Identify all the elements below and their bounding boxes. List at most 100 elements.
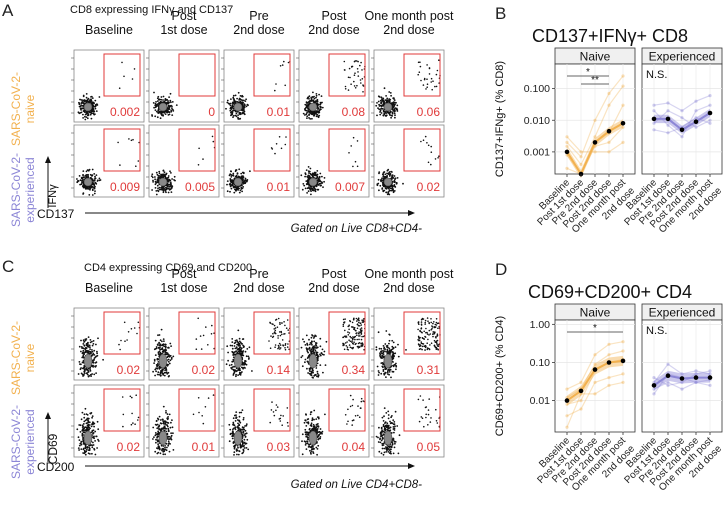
flow-event xyxy=(312,371,314,374)
flow-event xyxy=(274,327,277,329)
flow-event xyxy=(426,317,429,319)
flow-event xyxy=(87,351,90,353)
flow-event xyxy=(157,112,160,114)
flow-gate xyxy=(403,53,441,97)
flow-density-core xyxy=(308,102,318,112)
flow-event xyxy=(309,413,312,416)
flow-plot-frame xyxy=(223,307,295,381)
flow-event xyxy=(230,176,233,178)
flow-event xyxy=(420,140,422,143)
flow-event xyxy=(132,138,134,141)
flow-event xyxy=(158,415,161,418)
flow-event xyxy=(230,106,233,109)
flow-event xyxy=(354,87,357,89)
flow-event xyxy=(389,185,392,188)
flow-event xyxy=(168,355,171,358)
flow-event xyxy=(247,358,250,360)
flow-event xyxy=(306,438,309,441)
flow-event xyxy=(319,337,322,340)
flow-event xyxy=(90,95,93,98)
flow-event xyxy=(357,414,359,417)
x-axis-arrowhead-a xyxy=(408,210,415,216)
flow-event xyxy=(434,85,436,88)
flow-event xyxy=(242,172,245,175)
flow-panel-a-title: CD8 expressing IFNγ and CD137 xyxy=(70,4,233,16)
flow-event xyxy=(91,452,93,455)
flow-event xyxy=(236,172,239,175)
flow-event xyxy=(385,185,388,188)
flow-event xyxy=(228,423,231,426)
flow-event xyxy=(157,371,160,374)
flow-event xyxy=(155,367,158,370)
panel-letter-b: B xyxy=(495,4,506,23)
flow-event xyxy=(158,368,161,370)
flow-event xyxy=(242,418,245,421)
flow-event xyxy=(421,345,424,348)
flow-event xyxy=(91,174,93,177)
flow-event xyxy=(156,423,159,426)
flow-event xyxy=(171,107,173,109)
flow-event xyxy=(89,341,92,344)
flow-event xyxy=(157,353,160,355)
flow-event xyxy=(166,372,169,375)
flow-event xyxy=(97,440,100,442)
flow-event xyxy=(315,115,318,118)
flow-event xyxy=(237,91,240,94)
flow-event xyxy=(137,416,140,419)
flow-event xyxy=(281,339,284,341)
flow-gate xyxy=(178,388,216,432)
flow-event xyxy=(81,435,84,437)
flow-event xyxy=(308,186,310,189)
flow-event xyxy=(308,175,311,177)
flow-event xyxy=(308,98,310,100)
flow-event xyxy=(313,114,315,117)
flow-event xyxy=(83,420,86,423)
flow-event xyxy=(423,78,426,81)
flow-event xyxy=(87,336,90,338)
flow-event xyxy=(435,73,438,76)
flow-event xyxy=(307,190,310,193)
flow-event xyxy=(120,339,122,342)
flow-event xyxy=(428,348,431,351)
flow-event xyxy=(347,408,349,411)
flow-event xyxy=(89,348,91,350)
flow-event xyxy=(313,418,315,421)
flow-event xyxy=(316,416,319,418)
flow-event xyxy=(358,321,360,324)
flow-event xyxy=(392,185,394,188)
flow-gate xyxy=(253,388,291,432)
flow-event xyxy=(392,347,395,350)
flow-event xyxy=(353,336,355,339)
flow-event xyxy=(319,345,322,348)
flow-event xyxy=(311,369,314,371)
flow-event xyxy=(155,420,158,422)
flow-event xyxy=(304,428,307,431)
flow-event xyxy=(167,440,170,443)
flow-event xyxy=(173,179,175,181)
flow-density-core xyxy=(233,177,243,187)
flow-event xyxy=(385,115,387,117)
flow-event xyxy=(238,112,241,115)
flow-event xyxy=(280,330,283,333)
flow-event xyxy=(154,109,157,111)
flow-event xyxy=(388,91,391,93)
flow-event xyxy=(418,344,420,346)
flow-event xyxy=(95,110,98,112)
flow-event xyxy=(159,422,162,424)
flow-event xyxy=(167,416,170,418)
flow-event xyxy=(380,372,383,375)
flow-event xyxy=(93,358,95,361)
flow-event xyxy=(156,116,159,119)
flow-event xyxy=(86,446,88,449)
flow-event xyxy=(305,105,308,107)
flow-event xyxy=(156,439,159,442)
flow-event xyxy=(95,361,98,364)
flow-event xyxy=(353,85,356,87)
flow-event xyxy=(86,427,88,430)
flow-event xyxy=(239,344,241,347)
flow-event xyxy=(284,348,287,351)
flow-event xyxy=(426,333,429,335)
flow-event xyxy=(438,59,440,61)
flow-event xyxy=(270,335,272,337)
flow-event xyxy=(390,349,393,352)
